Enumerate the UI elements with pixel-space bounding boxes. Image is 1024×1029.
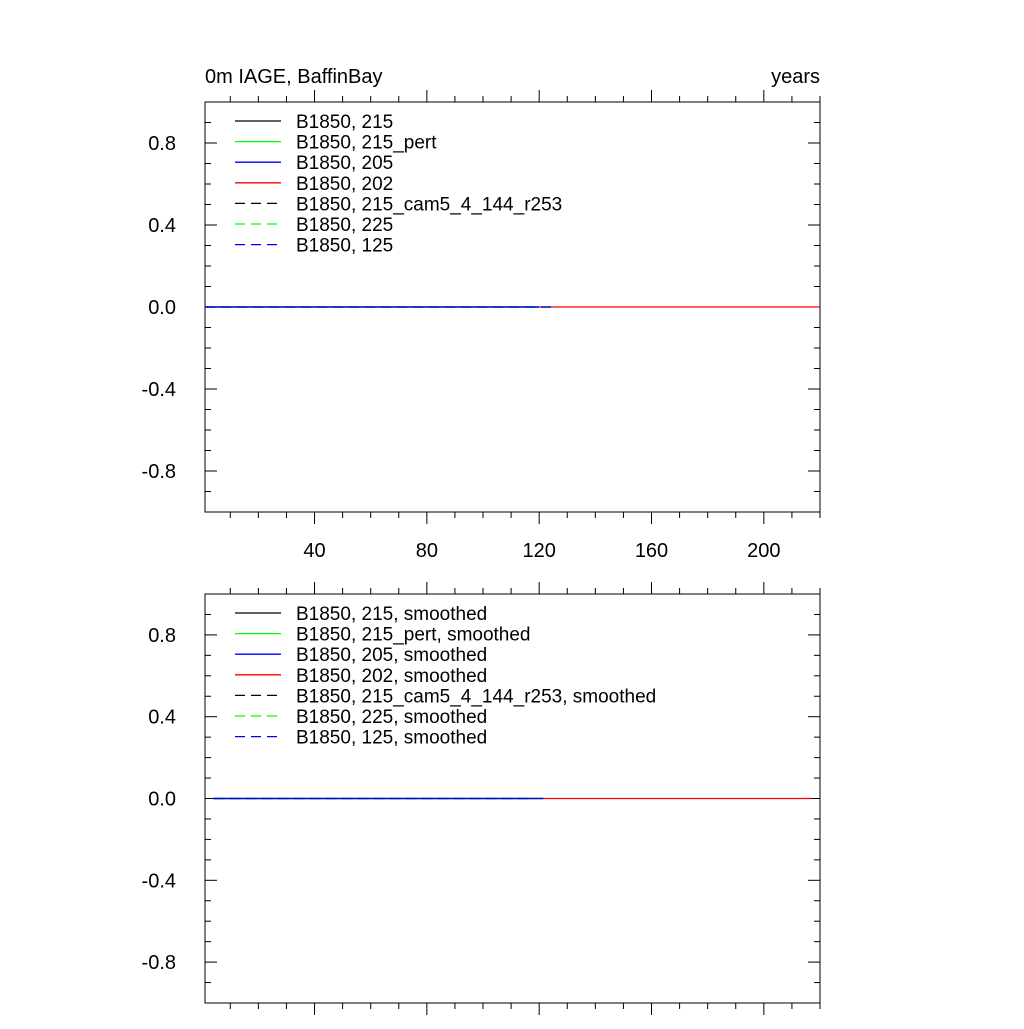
legend-label: B1850, 202, smoothed <box>296 666 487 687</box>
legend-label: B1850, 125 <box>296 236 393 257</box>
y-tick-label: 0.0 <box>148 297 176 319</box>
legend-label: B1850, 225 <box>296 215 393 236</box>
legend-label: B1850, 225, smoothed <box>296 707 487 728</box>
x-tick-label: 120 <box>522 540 555 562</box>
y-tick-label: 0.8 <box>148 133 176 155</box>
x-tick-label: 40 <box>303 540 325 562</box>
legend-label: B1850, 215, smoothed <box>296 604 487 625</box>
legend-label: B1850, 215_pert <box>296 133 437 154</box>
y-tick-label: -0.4 <box>142 870 176 892</box>
y-tick-label: 0.4 <box>148 215 176 237</box>
legend-label: B1850, 215_cam5_4_144_r253, smoothed <box>296 686 656 707</box>
legend-label: B1850, 215_cam5_4_144_r253 <box>296 194 562 215</box>
legend-label: B1850, 205 <box>296 153 393 174</box>
y-tick-label: 0.4 <box>148 707 176 729</box>
x-tick-label: 80 <box>416 540 438 562</box>
chart-title: 0m IAGE, BaffinBay <box>205 66 383 88</box>
chart-title-right: years <box>771 66 820 88</box>
y-tick-label: -0.8 <box>142 952 176 974</box>
legend-label: B1850, 215_pert, smoothed <box>296 625 531 646</box>
x-tick-label: 160 <box>635 540 668 562</box>
y-tick-label: -0.4 <box>142 379 176 401</box>
legend-label: B1850, 125, smoothed <box>296 728 487 749</box>
y-tick-label: 0.8 <box>148 625 176 647</box>
x-tick-label: 200 <box>747 540 780 562</box>
legend-label: B1850, 205, smoothed <box>296 645 487 666</box>
y-tick-label: 0.0 <box>148 789 176 811</box>
legend-label: B1850, 202 <box>296 174 393 195</box>
legend-label: B1850, 215 <box>296 112 393 133</box>
y-tick-label: -0.8 <box>142 461 176 483</box>
chart-panel-1: 0.8 0.4 0.0 -0.4 -0.8 40 80 120 160 200 0m IAGE, B… <box>142 66 821 562</box>
